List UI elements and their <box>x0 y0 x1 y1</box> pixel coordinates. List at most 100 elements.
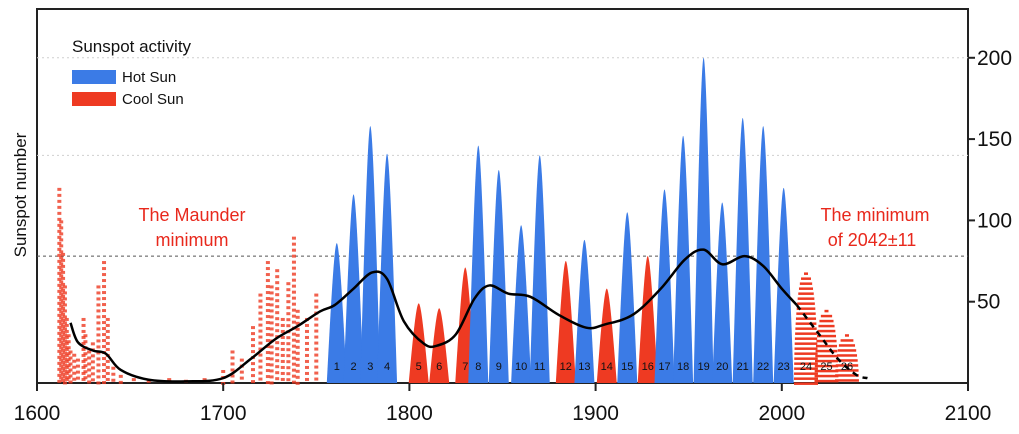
cycle-stripe <box>794 337 818 340</box>
maunder-mark <box>250 368 255 372</box>
maunder-mark <box>57 199 62 203</box>
maunder-mark <box>314 341 319 345</box>
maunder-mark <box>96 357 101 361</box>
cycle-label: 8 <box>475 361 481 373</box>
maunder-mark <box>291 284 296 288</box>
maunder-mark <box>83 340 88 344</box>
maunder-mark <box>295 339 300 343</box>
maunder-mark <box>64 371 69 375</box>
maunder-mark <box>62 327 67 331</box>
cycle-stripe <box>837 349 857 352</box>
maunder-mark <box>295 315 300 319</box>
legend-title: Sunspot activity <box>72 37 192 56</box>
maunder-mark <box>68 356 73 360</box>
maunder-mark <box>57 307 62 311</box>
cycle-stripe <box>835 374 859 377</box>
cycle-label: 21 <box>737 361 749 373</box>
maunder-mark <box>265 261 270 265</box>
maunder-mark <box>265 273 270 277</box>
maunder-mark <box>265 285 270 289</box>
maunder-mark <box>239 370 244 374</box>
maunder-mark <box>280 365 285 369</box>
maunder-mark <box>59 268 64 272</box>
maunder-mark <box>105 371 110 375</box>
maunder-mark <box>81 353 86 357</box>
cycle-stripe <box>795 327 817 330</box>
maunder-mark <box>102 291 107 295</box>
maunder-mark <box>83 334 88 338</box>
cycle-peak-9 <box>488 169 509 383</box>
maunder-mark <box>96 327 101 331</box>
maunder-mark <box>57 235 62 239</box>
maunder-mark <box>280 329 285 333</box>
maunder-mark <box>61 348 66 352</box>
maunder-mark <box>62 291 67 295</box>
maunder-mark <box>83 352 88 356</box>
maunder-mark <box>59 274 64 278</box>
maunder-mark <box>265 375 270 379</box>
maunder-mark <box>90 342 95 346</box>
maunder-mark <box>269 369 274 373</box>
maunder-mark <box>72 353 77 357</box>
maunder-mark <box>291 236 296 240</box>
y-tick-label: 150 <box>977 128 1012 151</box>
cycle-stripe <box>794 342 818 345</box>
maunder-mark <box>269 297 274 301</box>
cycle-label: 6 <box>436 361 442 373</box>
maunder-mark <box>90 378 95 382</box>
maunder-mark <box>269 327 274 331</box>
maunder-mark <box>291 260 296 264</box>
maunder-mark <box>59 280 64 284</box>
y-tick-label: 200 <box>977 47 1012 70</box>
maunder-mark <box>304 341 309 345</box>
maunder-mark <box>304 359 309 363</box>
maunder-mark <box>265 267 270 271</box>
maunder-mark <box>57 193 62 197</box>
cycle-peak-20 <box>712 202 733 383</box>
maunder-mark <box>57 313 62 317</box>
maunder-mark <box>87 350 92 354</box>
maunder-mark <box>87 374 92 378</box>
maunder-mark <box>250 374 255 378</box>
cycle-peak-25 <box>814 309 839 383</box>
maunder-mark <box>230 350 235 354</box>
maunder-mark <box>286 300 291 304</box>
maunder-mark <box>269 381 274 385</box>
maunder-mark <box>57 205 62 209</box>
cycle-peak-18 <box>673 135 694 383</box>
maunder-mark <box>258 305 263 309</box>
maunder-mark <box>83 370 88 374</box>
cycle-peak-26 <box>835 334 859 382</box>
legend-swatch-hot-sun <box>72 70 116 84</box>
maunder-mark <box>57 331 62 335</box>
maunder-mark <box>57 187 62 191</box>
cycle-stripe <box>795 332 817 335</box>
maunder-mark <box>102 321 107 325</box>
maunder-mark <box>59 262 64 266</box>
maunder-mark <box>286 348 291 352</box>
maunder-mark <box>59 370 64 374</box>
maunder-mark <box>295 327 300 331</box>
maunder-mark <box>291 332 296 336</box>
maunder-mark <box>61 372 66 376</box>
maunder-mark <box>265 357 270 361</box>
maunder-mark <box>61 282 66 286</box>
maunder-mark <box>286 342 291 346</box>
maunder-mark <box>64 335 69 339</box>
maunder-mark <box>72 371 77 375</box>
maunder-mark <box>314 377 319 381</box>
maunder-mark <box>314 293 319 297</box>
cycle-stripe <box>796 307 816 310</box>
maunder-mark <box>269 321 274 325</box>
maunder-mark <box>314 365 319 369</box>
y-tick-label: 100 <box>977 209 1012 232</box>
maunder-mark <box>280 353 285 357</box>
maunder-mark <box>314 335 319 339</box>
maunder-mark <box>265 321 270 325</box>
maunder-mark <box>250 326 255 330</box>
maunder-mark <box>258 323 263 327</box>
maunder-mark <box>295 321 300 325</box>
maunder-mark <box>59 220 64 224</box>
legend: Sunspot activity Hot Sun Cool Sun <box>72 37 192 108</box>
